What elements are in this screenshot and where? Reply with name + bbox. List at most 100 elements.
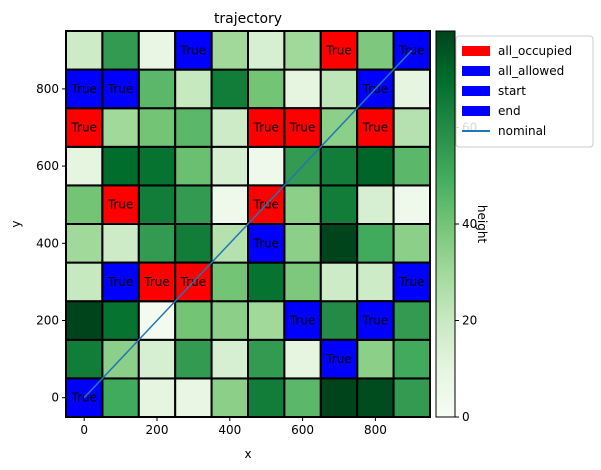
heatmap-cell	[101, 377, 140, 418]
heatmap-cell	[65, 145, 104, 187]
colorbar-tick-label: 20	[462, 314, 477, 328]
heatmap-cell	[319, 261, 359, 303]
cell-true-label: True	[70, 82, 97, 96]
legend-label: start	[498, 84, 526, 98]
plot-frame	[65, 30, 431, 418]
heatmap-cell	[283, 377, 322, 418]
cell-true-label: True	[289, 121, 316, 135]
heatmap-cell	[210, 107, 250, 148]
legend-swatch	[462, 86, 490, 96]
y-tick-label: 800	[36, 82, 59, 96]
y-axis-ticks: 0 200 400 600 800	[36, 82, 66, 405]
heatmap-cell	[319, 68, 359, 110]
heatmap-cell	[101, 300, 140, 341]
heatmap-cell	[65, 184, 104, 225]
y-tick-label: 0	[51, 391, 59, 405]
heatmap-cell	[174, 300, 213, 341]
heatmap-cell	[356, 223, 395, 264]
heatmap-cell	[137, 377, 177, 418]
overlay-labels: True True True True True True True True True True…	[70, 43, 424, 404]
heatmap-cell	[283, 30, 322, 71]
heatmap-cell	[319, 300, 359, 341]
cell-true-label: True	[70, 121, 97, 135]
legend-label: nominal	[498, 124, 546, 138]
cell-true-label: True	[289, 314, 316, 328]
legend-box	[455, 35, 594, 148]
x-tick-label: 0	[80, 423, 88, 437]
occupied-cell	[101, 184, 140, 225]
colorbar-label: height	[475, 205, 489, 244]
heatmap-cell	[137, 68, 177, 110]
cell-true-label: True	[252, 236, 279, 250]
y-axis-label: y	[9, 220, 23, 227]
heatmap-cell	[65, 338, 104, 380]
allowed-cell	[65, 68, 104, 110]
heatmap-cell	[101, 223, 140, 264]
heatmap-cell	[65, 261, 104, 303]
heatmap-cell	[319, 184, 359, 225]
heatmap-cell	[137, 30, 177, 71]
heatmap-cell	[210, 145, 250, 187]
cell-true-label: True	[107, 275, 134, 289]
heatmap-cell	[247, 300, 286, 341]
heatmap-cell	[210, 300, 250, 341]
heatmap-cell	[283, 68, 322, 110]
heatmap-cell	[137, 145, 177, 187]
x-tick-label: 600	[291, 423, 314, 437]
heatmap-cell	[137, 338, 177, 380]
cell-true-label: True	[180, 43, 207, 57]
heatmap-cell	[101, 145, 140, 187]
occupied-cell	[65, 107, 104, 148]
heatmap-cell	[392, 338, 432, 380]
cell-true-label: True	[398, 275, 425, 289]
heatmap-cell	[283, 338, 322, 380]
colorbar-ticks: 0204060	[455, 121, 477, 424]
heatmap-cell	[101, 107, 140, 148]
heatmap-cell	[65, 30, 104, 71]
heatmap-cell	[137, 184, 177, 225]
heatmap-cell	[283, 184, 322, 225]
heatmap-cell	[247, 377, 286, 418]
cell-true-label: True	[107, 82, 134, 96]
heatmap-cell	[174, 68, 213, 110]
heatmap-cell	[356, 184, 395, 225]
heatmap-cell	[65, 300, 104, 341]
heatmap-cell	[392, 377, 432, 418]
heatmap-cell	[210, 68, 250, 110]
nominal-line	[83, 49, 413, 399]
heatmap-cell	[392, 68, 432, 110]
heatmap-cell	[392, 145, 432, 187]
x-tick-label: 200	[146, 423, 169, 437]
heatmap-cell	[210, 184, 250, 225]
heatmap-cell	[319, 377, 359, 418]
heatmap-cell	[356, 338, 395, 380]
cell-true-label: True	[362, 314, 389, 328]
heatmap-cell	[210, 338, 250, 380]
heatmap-cell	[210, 261, 250, 303]
nominal-layer	[83, 49, 413, 399]
heatmap-cell	[356, 377, 395, 418]
heatmap-cell	[174, 338, 213, 380]
allowed-cell	[283, 300, 322, 341]
x-axis-ticks: 0 200 400 600 800	[80, 417, 387, 437]
colorbar	[435, 30, 456, 418]
heatmap-cell	[319, 223, 359, 264]
colorbar-tick-label: 40	[462, 217, 477, 231]
cell-true-label: True	[325, 43, 352, 57]
heatmap-cell	[247, 68, 286, 110]
heatmap-cell	[174, 107, 213, 148]
occupied-cell	[283, 107, 322, 148]
colorbar-tick-label: 0	[462, 410, 470, 424]
heatmap-cell	[247, 261, 286, 303]
heatmap-cell	[137, 223, 177, 264]
cell-true-label: True	[362, 121, 389, 135]
heatmap-cell	[210, 377, 250, 418]
heatmap-cell	[247, 145, 286, 187]
heatmap-cell	[174, 145, 213, 187]
heatmap-cell	[174, 223, 213, 264]
heatmap-cell	[210, 30, 250, 71]
heatmap-cell	[392, 107, 432, 148]
cell-true-label: True	[107, 198, 134, 212]
heatmap-cell	[247, 30, 286, 71]
